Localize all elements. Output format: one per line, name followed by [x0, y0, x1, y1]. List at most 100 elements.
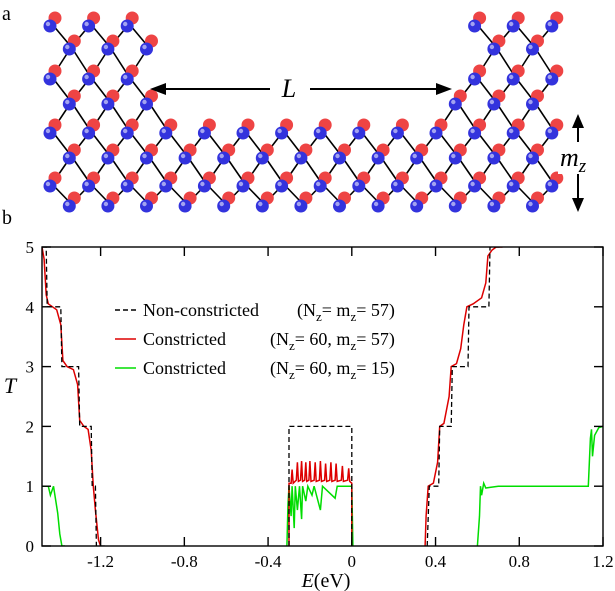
lattice-atom — [545, 64, 564, 86]
y-tick-label: 2 — [26, 417, 35, 436]
lattice-atom — [178, 143, 197, 165]
atom-highlight — [316, 128, 321, 134]
lattice-atom — [101, 191, 120, 213]
x-tick-label: 0.8 — [509, 552, 530, 571]
lattice-atom — [506, 171, 525, 193]
lattice-atom — [43, 64, 62, 86]
lattice-atom — [448, 89, 467, 111]
atom-highlight — [547, 128, 552, 134]
atom-bottom — [275, 179, 289, 193]
atom-highlight — [412, 201, 417, 207]
legend-params: (Nz= 60, mz= 57) — [270, 329, 395, 353]
atom-bottom — [275, 126, 289, 140]
atom-highlight — [200, 128, 205, 134]
atom-highlight — [84, 128, 89, 134]
atom-bottom — [159, 179, 173, 193]
lattice-atom — [255, 191, 274, 213]
lattice-atom — [468, 11, 487, 33]
atom-bottom — [236, 179, 250, 193]
atom-highlight — [354, 181, 359, 187]
lattice-atom — [313, 118, 332, 140]
atom-bottom — [545, 19, 559, 33]
atom-bottom — [526, 151, 539, 165]
lattice-atom — [429, 118, 448, 140]
lattice-atom — [410, 191, 429, 213]
atom-highlight — [84, 21, 89, 27]
thickness-arrow-up — [572, 114, 584, 128]
atom-bottom — [43, 19, 57, 33]
legend-name: Non-constricted — [143, 300, 259, 320]
atom-bottom — [82, 19, 96, 33]
atom-highlight — [528, 44, 533, 50]
lattice-atom — [313, 171, 332, 193]
atom-highlight — [277, 128, 282, 134]
atom-highlight — [142, 99, 147, 105]
atom-bottom — [217, 151, 231, 165]
atom-highlight — [103, 153, 109, 159]
y-tick-label: 4 — [26, 298, 35, 317]
atom-highlight — [335, 153, 340, 159]
atom-highlight — [431, 128, 437, 134]
lattice-atom — [468, 64, 487, 86]
lattice-atom — [62, 89, 81, 111]
x-tick-label: 0.4 — [425, 552, 447, 571]
lattice-atom — [487, 143, 506, 165]
atom-bottom — [140, 97, 153, 111]
series-line-0 — [288, 425, 353, 546]
legend: Non-constricted (Nz= mz= 57) Constricted (N… — [115, 300, 395, 382]
atom-bottom — [371, 199, 385, 213]
atom-highlight — [238, 181, 244, 187]
atom-bottom — [236, 126, 250, 140]
atom-highlight — [296, 201, 302, 207]
atom-bottom — [43, 126, 57, 140]
length-label: L — [281, 74, 296, 103]
atom-highlight — [45, 128, 51, 134]
atom-highlight — [393, 128, 398, 134]
lattice-atom — [43, 11, 62, 33]
atom-bottom — [101, 42, 115, 56]
lattice-atom — [82, 11, 101, 33]
atom-bottom — [120, 19, 134, 33]
series-line-0 — [42, 247, 105, 546]
atom-highlight — [65, 201, 70, 207]
atom-bottom — [62, 199, 76, 213]
lattice-atom — [429, 171, 448, 193]
lattice-atom — [294, 143, 313, 165]
atom-bottom — [197, 179, 211, 193]
atom-bottom — [429, 179, 443, 193]
atom-highlight — [509, 21, 514, 27]
lattice-atom — [333, 191, 351, 213]
lattice-schematic — [43, 11, 564, 213]
atom-bottom — [526, 97, 539, 111]
atom-highlight — [373, 153, 379, 159]
atom-highlight — [547, 21, 552, 27]
x-tick-label: 0 — [348, 552, 357, 571]
atom-bottom — [101, 151, 115, 165]
atom-bottom — [487, 42, 501, 56]
atom-highlight — [180, 201, 186, 207]
series-line-2 — [42, 485, 65, 546]
atom-highlight — [547, 181, 552, 187]
atom-bottom — [255, 199, 269, 213]
series-line-1 — [42, 247, 102, 546]
lattice-atom — [487, 89, 506, 111]
lattice-atom — [468, 171, 487, 193]
lattice-atom — [217, 143, 236, 165]
lattice-atom — [352, 171, 371, 193]
x-tick-label: -0.8 — [171, 552, 198, 571]
plot-series — [42, 247, 603, 546]
atom-bottom — [82, 72, 96, 86]
lattice-atom — [545, 171, 564, 193]
atom-bottom — [43, 179, 57, 193]
atom-highlight — [451, 201, 456, 207]
atom-bottom — [526, 42, 539, 56]
x-axis-label: E(eV) — [301, 570, 351, 591]
atom-highlight — [84, 181, 89, 187]
lattice-atom — [390, 171, 409, 193]
thickness-label: mz — [560, 143, 587, 177]
atom-bottom — [487, 151, 501, 165]
atom-highlight — [373, 201, 379, 207]
atom-highlight — [142, 44, 147, 50]
right-arrow-head — [436, 83, 452, 95]
atom-bottom — [487, 97, 501, 111]
